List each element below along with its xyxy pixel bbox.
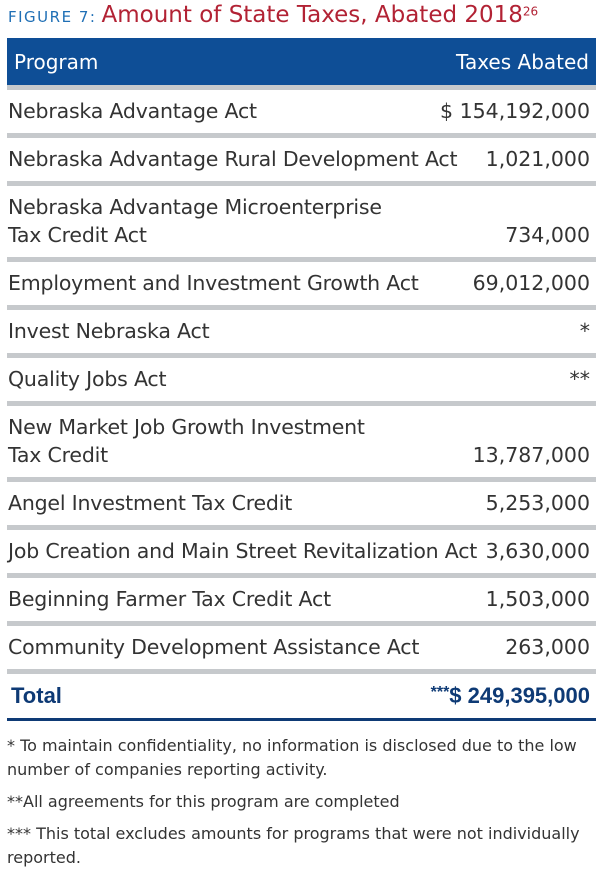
program-name: Invest Nebraska Act bbox=[8, 309, 210, 353]
figure-label: FIGURE 7: bbox=[8, 8, 97, 26]
program-name: Nebraska Advantage Microenterprise Tax Cr… bbox=[8, 185, 382, 257]
taxes-abated-amount: 1,021,000 bbox=[485, 147, 590, 171]
row-divider bbox=[7, 305, 596, 310]
program-name: Angel Investment Tax Credit bbox=[8, 481, 292, 525]
program-name: Community Development Assistance Act bbox=[8, 625, 419, 669]
row-divider bbox=[7, 477, 596, 482]
program-name-line: Nebraska Advantage Act bbox=[8, 99, 257, 123]
row-divider bbox=[7, 669, 596, 674]
row-divider bbox=[7, 133, 596, 138]
table-row: Quality Jobs Act ** bbox=[7, 358, 596, 401]
taxes-abated-amount: $ 154,192,000 bbox=[440, 99, 590, 123]
table-row: Community Development Assistance Act 263,… bbox=[7, 626, 596, 669]
program-name-line: Quality Jobs Act bbox=[8, 367, 167, 391]
table-row: Angel Investment Tax Credit 5,253,000 bbox=[7, 482, 596, 525]
taxes-abated-amount: 3,630,000 bbox=[485, 539, 590, 563]
table-row: Job Creation and Main Street Revitalizat… bbox=[7, 530, 596, 573]
program-name-line: Tax Credit Act bbox=[8, 223, 147, 247]
row-divider bbox=[7, 525, 596, 530]
program-name-line: Nebraska Advantage Rural Development Act bbox=[8, 147, 458, 171]
table-header: Program Taxes Abated bbox=[7, 38, 596, 85]
program-name: Employment and Investment Growth Act bbox=[8, 261, 419, 305]
program-name: Beginning Farmer Tax Credit Act bbox=[8, 577, 331, 621]
header-taxes-abated: Taxes Abated bbox=[456, 49, 589, 74]
footnote-3: *** This total excludes amounts for prog… bbox=[7, 824, 580, 867]
figure-footnote-ref: 26 bbox=[522, 4, 539, 19]
program-name-line: New Market Job Growth Investment bbox=[8, 415, 365, 439]
taxes-abated-amount: 263,000 bbox=[505, 635, 590, 659]
total-divider bbox=[7, 718, 596, 721]
total-row: Total ***$ 249,395,000 bbox=[7, 674, 596, 718]
footnotes: * To maintain confidentiality, no inform… bbox=[7, 734, 597, 878]
footnote-2: **All agreements for this program are co… bbox=[7, 792, 400, 811]
tax-abatement-table: Program Taxes Abated Nebraska Advantage … bbox=[7, 38, 596, 721]
program-name-line: Angel Investment Tax Credit bbox=[8, 491, 293, 515]
table-row: Invest Nebraska Act * bbox=[7, 310, 596, 353]
taxes-abated-amount: ** bbox=[569, 367, 591, 391]
taxes-abated-amount: 734,000 bbox=[505, 223, 590, 247]
row-divider bbox=[7, 401, 596, 406]
program-name-line: Employment and Investment Growth Act bbox=[8, 271, 419, 295]
program-name: Job Creation and Main Street Revitalizat… bbox=[8, 529, 477, 573]
taxes-abated-amount: 13,787,000 bbox=[472, 443, 590, 467]
program-name-line: Community Development Assistance Act bbox=[8, 635, 420, 659]
table-row: Employment and Investment Growth Act 69,0… bbox=[7, 262, 596, 305]
row-divider bbox=[7, 573, 596, 578]
table-row: New Market Job Growth Investment Tax Cred… bbox=[7, 406, 596, 477]
program-name: Quality Jobs Act bbox=[8, 357, 167, 401]
table-row: Beginning Farmer Tax Credit Act 1,503,000 bbox=[7, 578, 596, 621]
figure-title-text: Amount of State Taxes, Abated 2018 bbox=[101, 2, 523, 28]
table-row: Nebraska Advantage Rural Development Act… bbox=[7, 138, 596, 181]
total-amount: $ 249,395,000 bbox=[449, 683, 590, 708]
program-name: Nebraska Advantage Act bbox=[8, 89, 257, 133]
header-program: Program bbox=[14, 49, 99, 74]
row-divider bbox=[7, 353, 596, 358]
row-divider bbox=[7, 181, 596, 186]
footnote-1: * To maintain confidentiality, no inform… bbox=[7, 736, 577, 779]
row-divider bbox=[7, 621, 596, 626]
total-stars: *** bbox=[430, 684, 450, 701]
row-divider bbox=[7, 257, 596, 262]
row-divider bbox=[7, 85, 596, 90]
program-name: New Market Job Growth Investment Tax Cred… bbox=[8, 405, 365, 477]
taxes-abated-amount: 69,012,000 bbox=[472, 271, 590, 295]
taxes-abated-amount: 1,503,000 bbox=[485, 587, 590, 611]
taxes-abated-amount: * bbox=[579, 319, 590, 343]
program-name-line: Job Creation and Main Street Revitalizat… bbox=[8, 539, 478, 563]
program-name-line: Nebraska Advantage Microenterprise bbox=[8, 195, 382, 219]
program-name: Nebraska Advantage Rural Development Act bbox=[8, 137, 458, 181]
figure-title: FIGURE 7: Amount of State Taxes, Abated … bbox=[8, 2, 598, 32]
program-name-line: Invest Nebraska Act bbox=[8, 319, 210, 343]
table-row: Nebraska Advantage Act $ 154,192,000 bbox=[7, 90, 596, 133]
taxes-abated-amount: 5,253,000 bbox=[485, 491, 590, 515]
program-name-line: Beginning Farmer Tax Credit Act bbox=[8, 587, 331, 611]
table-row: Nebraska Advantage Microenterprise Tax Cr… bbox=[7, 186, 596, 257]
program-name-line: Tax Credit bbox=[8, 443, 108, 467]
total-label: Total bbox=[11, 683, 62, 708]
table-body: Nebraska Advantage Act $ 154,192,000 Nebra… bbox=[7, 90, 596, 674]
total-amount-cell: ***$ 249,395,000 bbox=[431, 683, 590, 709]
